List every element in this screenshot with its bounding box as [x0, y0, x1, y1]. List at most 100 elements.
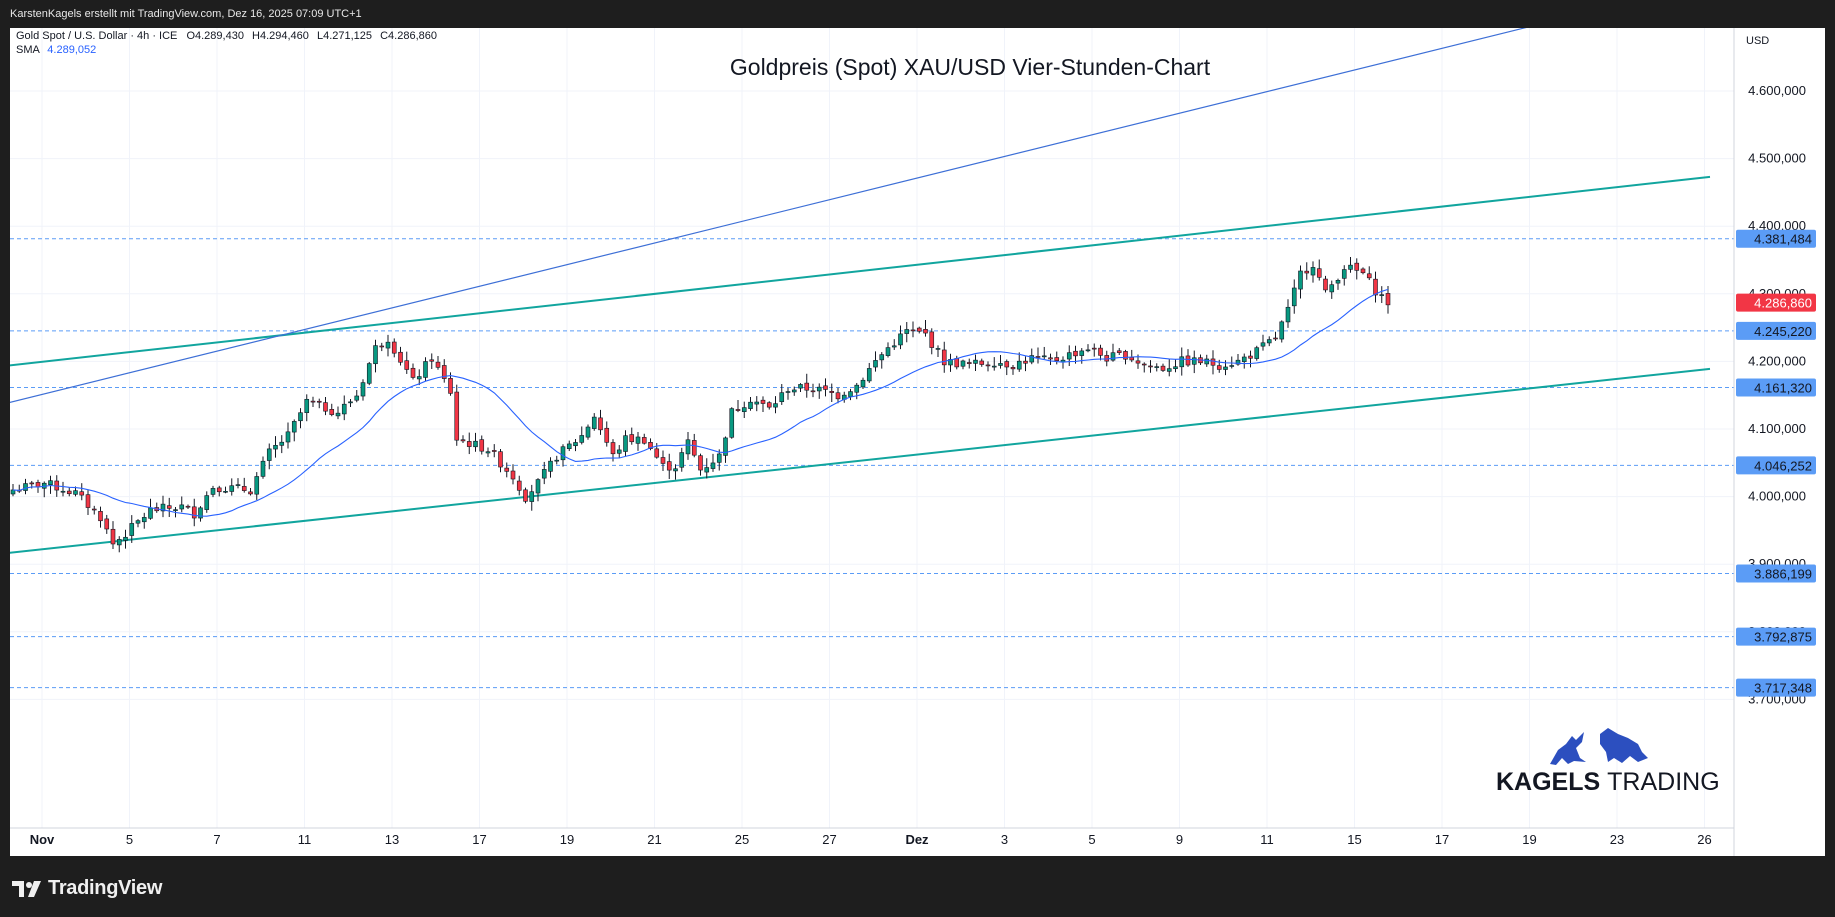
candle	[1091, 343, 1097, 357]
candle	[116, 536, 122, 553]
candle-body	[310, 400, 316, 403]
candle	[354, 390, 360, 403]
candle-body	[1066, 352, 1072, 360]
price-chart[interactable]: Goldpreis (Spot) XAU/USD Vier-Stunden-Ch…	[0, 9, 1825, 856]
candle-body	[1098, 347, 1103, 356]
candle-body	[429, 359, 435, 362]
candle	[485, 447, 491, 458]
last-price-badge	[1736, 293, 1816, 312]
time-axis: Nov 5 7 11 13 17 19 21 25 27 Dez 3 5 9 11 15 17 19 23 26	[10, 827, 1734, 847]
candle	[998, 354, 1003, 369]
candle-body	[579, 435, 585, 443]
tradingview-logo[interactable]: TradingView	[12, 877, 162, 900]
candle	[166, 497, 172, 518]
bull-icon	[1550, 732, 1586, 765]
candle-body	[910, 329, 916, 332]
candle	[548, 457, 553, 478]
candle-body	[1379, 294, 1385, 296]
candle	[423, 357, 428, 382]
candle-body	[491, 450, 497, 452]
candle-body	[873, 360, 878, 368]
candle-body	[735, 409, 741, 411]
candle	[1116, 347, 1122, 355]
time-tick-label: 13	[385, 832, 399, 847]
candle	[1023, 356, 1028, 372]
candle-body	[298, 412, 303, 422]
symbol-legend: Gold Spot / U.S. Dollar · 4h · ICE O4.28…	[16, 30, 437, 56]
candle-body	[635, 436, 641, 444]
candle	[535, 478, 541, 502]
candle-body	[860, 379, 866, 388]
candle	[1291, 279, 1297, 314]
candle-body	[898, 333, 903, 346]
candle-body	[1298, 270, 1303, 290]
candle-body	[941, 349, 947, 366]
candle	[604, 421, 610, 447]
candle	[216, 485, 222, 497]
candle-body	[541, 469, 547, 479]
candle	[329, 403, 335, 417]
candle	[316, 398, 322, 409]
candle-body	[29, 482, 35, 485]
candle-body	[73, 490, 78, 495]
candle-body	[516, 480, 522, 491]
candle	[1304, 262, 1310, 280]
candle-body	[1135, 360, 1141, 364]
svg-text:KAGELS TRADING: KAGELS TRADING	[1496, 768, 1720, 796]
candle-body	[1210, 358, 1216, 366]
candle-body	[1004, 361, 1010, 368]
candle-body	[585, 426, 591, 438]
candle	[429, 353, 435, 370]
time-tick-label: 17	[472, 832, 486, 847]
candle-body	[254, 476, 260, 495]
candle-body	[966, 362, 972, 364]
candle-body	[1154, 366, 1160, 368]
candle	[1085, 344, 1091, 353]
candle	[204, 491, 210, 513]
candle	[366, 361, 372, 386]
candle-body	[323, 402, 328, 412]
candle-body	[185, 505, 191, 508]
candle	[48, 475, 53, 494]
candle	[879, 352, 885, 369]
candle-body	[210, 488, 216, 495]
candle-body	[354, 395, 360, 401]
candle	[804, 373, 810, 398]
candle-body	[1348, 264, 1353, 270]
candle-body	[1304, 270, 1310, 274]
candle-body	[823, 385, 828, 390]
time-tick-label: 11	[298, 832, 312, 847]
candle-body	[679, 452, 685, 468]
candle	[1016, 352, 1022, 372]
level-badge-label: 3.792,875	[1754, 630, 1812, 645]
candle-body	[129, 523, 135, 536]
candle-body	[260, 460, 266, 477]
candle-body	[204, 495, 210, 510]
candle	[860, 377, 866, 390]
candle-body	[779, 392, 785, 403]
candle	[1179, 347, 1185, 376]
candle-body	[235, 484, 241, 486]
trendline-channel-lower	[0, 367, 1711, 555]
candle	[291, 419, 297, 442]
candle	[279, 435, 285, 454]
svg-text:SMA 4.289,052: SMA 4.289,052	[16, 44, 96, 56]
candle	[1279, 320, 1285, 343]
candle	[248, 488, 253, 496]
candle-body	[985, 364, 991, 367]
candle	[491, 444, 497, 458]
candle	[1285, 299, 1291, 328]
candle	[773, 396, 778, 414]
candle-body	[629, 434, 635, 443]
candle	[735, 399, 741, 413]
candle-body	[1116, 350, 1122, 353]
candle	[810, 383, 816, 398]
candle-body	[85, 494, 91, 508]
candle-body	[141, 517, 147, 523]
candle-body	[529, 491, 535, 502]
candlesticks	[10, 256, 1391, 553]
candle	[1298, 265, 1303, 299]
candle	[741, 401, 747, 419]
candle-body	[554, 459, 560, 462]
candle-body	[179, 504, 185, 510]
